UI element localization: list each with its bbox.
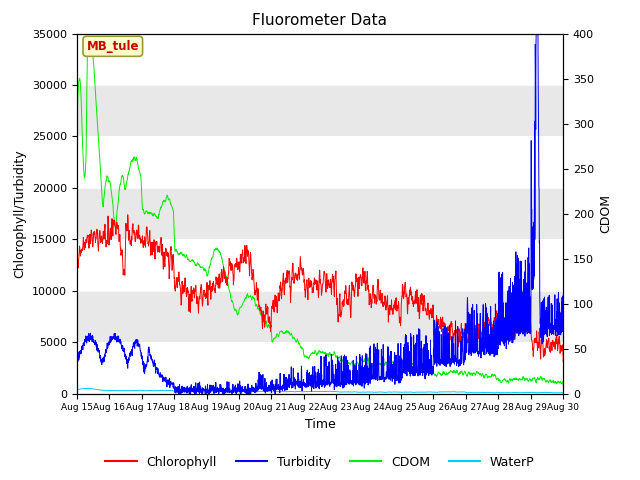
Bar <box>77 34 563 85</box>
Y-axis label: Chlorophyll/Turbidity: Chlorophyll/Turbidity <box>13 149 26 278</box>
Bar <box>77 85 563 136</box>
Y-axis label: CDOM: CDOM <box>600 194 612 233</box>
X-axis label: Time: Time <box>305 418 335 431</box>
Bar <box>77 188 563 240</box>
Bar <box>77 240 563 291</box>
Bar <box>77 0 563 34</box>
Text: MB_tule: MB_tule <box>86 40 139 53</box>
Title: Fluorometer Data: Fluorometer Data <box>253 13 387 28</box>
Bar <box>77 136 563 188</box>
Bar <box>77 342 563 394</box>
Bar <box>77 291 563 342</box>
Legend: Chlorophyll, Turbidity, CDOM, WaterP: Chlorophyll, Turbidity, CDOM, WaterP <box>100 451 540 474</box>
